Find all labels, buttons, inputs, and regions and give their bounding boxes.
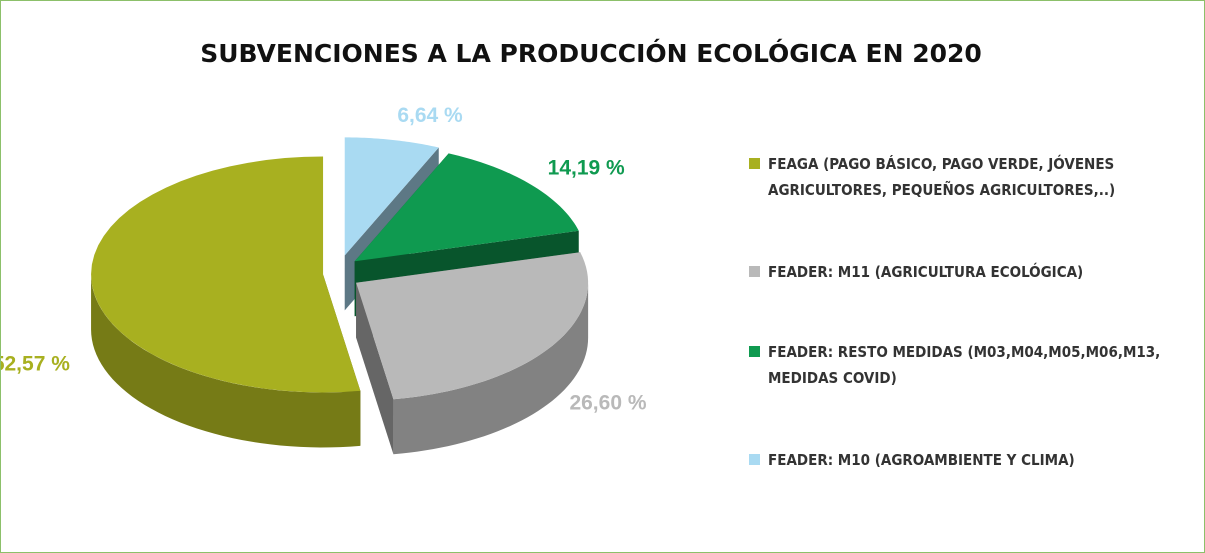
- legend-swatch: [749, 454, 760, 465]
- data-label: 6,64 %: [397, 104, 463, 127]
- legend-swatch: [749, 158, 760, 169]
- slice-wall: [393, 282, 589, 455]
- slice: [91, 156, 361, 393]
- legend-label: FEADER: RESTO MEDIDAS (M03,M04,M05,M06,M…: [768, 343, 1161, 387]
- legend-item: FEADER: M10 (AGROAMBIENTE Y CLIMA): [749, 447, 1189, 473]
- legend-item: FEADER: M11 (AGRICULTURA ECOLÓGICA): [749, 259, 1189, 285]
- data-label: 14,19 %: [548, 157, 625, 180]
- legend-swatch: [749, 346, 760, 357]
- data-label: 26,60 %: [569, 391, 646, 414]
- slice: [356, 252, 589, 400]
- slice-wall: [91, 274, 361, 448]
- legend-item: FEAGA (PAGO BÁSICO, PAGO VERDE, JÓVENES …: [749, 151, 1189, 203]
- chart-title: SUBVENCIONES A LA PRODUCCIÓN ECOLÓGICA E…: [200, 38, 982, 68]
- legend-label: FEADER: M11 (AGRICULTURA ECOLÓGICA): [768, 263, 1084, 281]
- legend-label: FEADER: M10 (AGROAMBIENTE Y CLIMA): [768, 451, 1075, 469]
- legend-label: FEAGA (PAGO BÁSICO, PAGO VERDE, JÓVENES …: [768, 155, 1116, 199]
- slice-side: [356, 282, 394, 455]
- slice: [354, 153, 579, 262]
- legend-item: FEADER: RESTO MEDIDAS (M03,M04,M05,M06,M…: [749, 339, 1189, 391]
- data-label: 52,57 %: [1, 352, 70, 375]
- legend-swatch: [749, 266, 760, 277]
- slice: [344, 137, 439, 256]
